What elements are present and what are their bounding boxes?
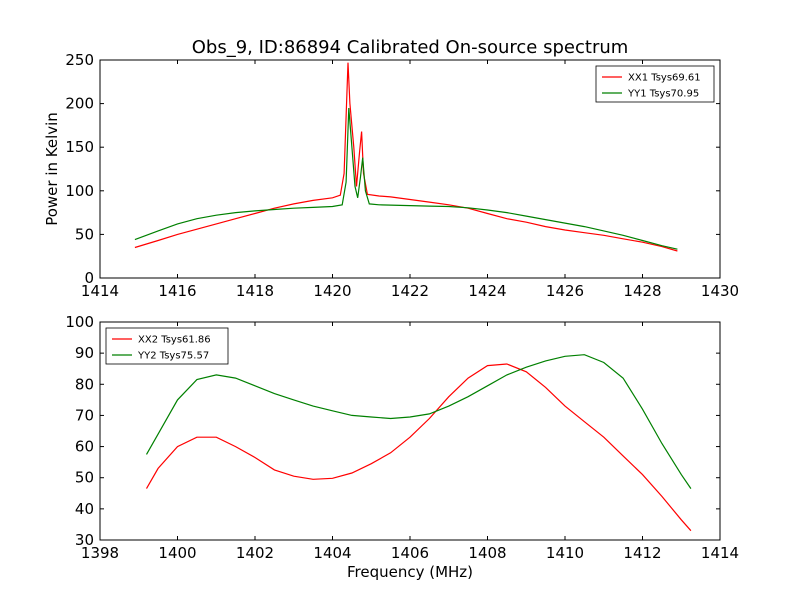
y-tick-label: 90	[75, 344, 94, 362]
y-tick-label: 250	[65, 51, 94, 69]
x-tick-label: 1414	[81, 282, 119, 300]
legend-label: XX2 Tsys61.86	[138, 335, 211, 346]
y-tick-label: 200	[65, 95, 94, 113]
series-line-yy1	[134, 107, 678, 250]
y-tick-label: 80	[75, 375, 94, 393]
y-axis-label: Power in Kelvin	[43, 112, 61, 226]
x-tick-label: 1412	[623, 544, 661, 562]
y-tick-label: 50	[75, 225, 94, 243]
x-tick-label: 1428	[623, 282, 661, 300]
x-tick-label: 1410	[546, 544, 584, 562]
legend-label: YY2 Tsys75.57	[137, 351, 209, 362]
y-tick-label: 70	[75, 406, 94, 424]
x-tick-label: 1406	[391, 544, 429, 562]
x-tick-label: 1422	[391, 282, 429, 300]
x-tick-label: 1424	[468, 282, 506, 300]
figure-title: Obs_9, ID:86894 Calibrated On-source spe…	[192, 37, 629, 58]
x-tick-label: 1426	[546, 282, 584, 300]
legend-box	[105, 327, 229, 365]
series-line-yy2	[145, 354, 692, 489]
top-spectrum-panel: 1414 1416 1418 1420 1422 1424 1426 1428 1430 0 50 1…	[43, 51, 739, 300]
y-tick-label: 50	[75, 469, 94, 487]
y-tick-label: 60	[75, 438, 94, 456]
x-tick-label: 1404	[313, 544, 351, 562]
y-tick-label: 150	[65, 138, 94, 156]
y-tick-label: 30	[75, 531, 94, 549]
x-tick-label: 1398	[81, 544, 119, 562]
legend-label: YY1 Tsys70.95	[627, 89, 699, 100]
y-tick-label: 0	[84, 269, 94, 287]
x-tick-label: 1430	[701, 282, 739, 300]
legend-box	[595, 65, 715, 103]
y-tick-label: 100	[65, 182, 94, 200]
bottom-spectrum-panel: 1398 1400 1402 1404 1406 1408 1410 1412 1414 30 40…	[65, 313, 739, 562]
legend-label: XX1 Tsys69.61	[628, 73, 701, 84]
x-tick-label: 1418	[236, 282, 274, 300]
y-tick-label: 40	[75, 500, 94, 518]
x-tick-label: 1402	[236, 544, 274, 562]
figure-xlabel: Frequency (MHz)	[347, 563, 473, 581]
series-line-xx2	[145, 363, 692, 532]
x-tick-label: 1414	[701, 544, 739, 562]
x-tick-label: 1408	[468, 544, 506, 562]
x-tick-label: 1420	[313, 282, 351, 300]
series-line-xx1	[134, 62, 678, 252]
x-tick-label: 1400	[158, 544, 196, 562]
y-tick-label: 100	[65, 313, 94, 331]
x-tick-label: 1416	[158, 282, 196, 300]
